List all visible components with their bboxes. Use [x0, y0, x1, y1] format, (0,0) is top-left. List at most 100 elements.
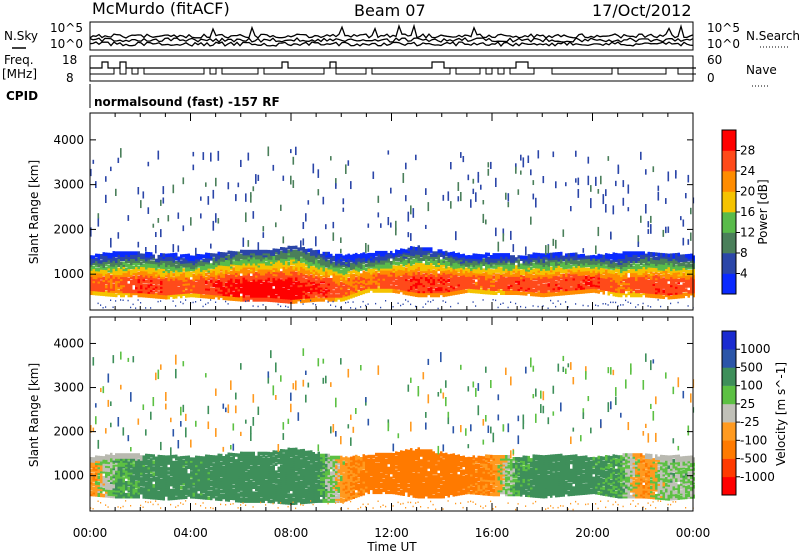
echo-cell	[107, 252, 110, 257]
echo-cell	[110, 261, 113, 265]
echo-cell	[607, 275, 610, 280]
scatter-cell	[497, 241, 500, 252]
echo-cell	[252, 269, 255, 274]
scatter-cell	[117, 157, 120, 164]
echo-cell	[480, 266, 483, 270]
echo-cell	[417, 281, 420, 286]
echo-cell	[185, 276, 188, 280]
echo-cell	[352, 265, 355, 270]
echo-cell	[207, 267, 210, 271]
near-range-cell	[567, 306, 569, 308]
echo-cell	[547, 258, 550, 263]
echo-cell	[407, 257, 410, 262]
echo-cell	[275, 254, 278, 259]
echo-cell	[532, 252, 535, 257]
echo-cell	[322, 255, 325, 260]
echo-cell	[247, 251, 250, 256]
echo-cell	[155, 272, 158, 277]
echo-cell	[645, 275, 648, 280]
echo-cell	[277, 275, 280, 279]
echo-cell	[457, 256, 460, 261]
echo-cell	[480, 254, 483, 258]
echo-cell	[420, 285, 423, 290]
echo-cell	[507, 285, 510, 289]
echo-cell	[320, 286, 323, 290]
echo-cell	[180, 260, 183, 264]
echo-cell	[555, 258, 558, 262]
echo-cell	[137, 281, 140, 286]
echo-cell	[407, 251, 410, 256]
echo-cell	[182, 280, 185, 284]
echo-cell	[387, 256, 390, 261]
echo-cell	[625, 275, 628, 280]
echo-cell	[522, 287, 525, 292]
echo-cell	[212, 289, 215, 294]
echo-cell	[645, 279, 648, 284]
echo-cell	[452, 255, 455, 260]
echo-cell	[460, 276, 463, 280]
echo-cell	[355, 267, 358, 271]
echo-cell	[297, 253, 300, 258]
echo-cell	[280, 297, 283, 301]
echo-cell	[260, 274, 263, 278]
echo-cell	[652, 268, 655, 272]
echo-cell	[197, 264, 200, 268]
echo-cell	[190, 259, 193, 264]
echo-cell	[435, 291, 438, 296]
echo-cell	[467, 259, 470, 263]
echo-cell	[530, 260, 533, 264]
echo-cell	[437, 283, 440, 288]
echo-cell	[542, 253, 545, 257]
scatter-cell	[307, 200, 310, 205]
near-range-cell	[195, 301, 197, 303]
echo-cell	[320, 269, 323, 274]
echo-cell	[415, 285, 418, 289]
echo-cell	[340, 294, 343, 298]
echo-cell	[302, 251, 305, 255]
echo-cell	[205, 276, 208, 281]
echo-cell	[317, 294, 320, 298]
echo-cell	[492, 279, 495, 283]
echo-cell	[485, 288, 488, 293]
echo-cell	[275, 270, 278, 275]
echo-cell	[332, 298, 335, 302]
scatter-cell	[490, 161, 492, 169]
echo-cell	[422, 263, 425, 267]
echo-cell	[630, 265, 633, 270]
echo-cell	[492, 287, 495, 291]
echo-cell	[572, 286, 575, 291]
echo-cell	[210, 295, 213, 299]
echo-cell	[267, 296, 270, 300]
echo-cell	[362, 290, 365, 295]
echo-cell	[385, 285, 388, 289]
echo-cell	[525, 261, 528, 266]
echo-cell	[397, 276, 400, 280]
echo-cell	[262, 276, 265, 280]
echo-cell	[342, 295, 345, 300]
echo-cell	[532, 290, 535, 295]
echo-cell	[645, 257, 648, 262]
echo-cell	[110, 289, 113, 293]
echo-cell	[427, 273, 430, 278]
echo-cell	[630, 293, 633, 298]
echo-cell	[230, 277, 233, 281]
echo-cell	[527, 290, 530, 294]
echo-cell	[127, 263, 130, 267]
echo-cell	[407, 263, 410, 268]
echo-cell	[387, 273, 390, 277]
echo-cell	[315, 268, 318, 272]
echo-cell	[375, 259, 378, 263]
echo-cell	[467, 257, 470, 261]
scatter-cell	[520, 154, 522, 161]
echo-cell	[402, 252, 405, 257]
echo-cell	[237, 251, 240, 256]
echo-cell	[595, 269, 598, 274]
echo-cell	[557, 272, 560, 276]
echo-cell	[530, 272, 533, 276]
echo-cell	[477, 280, 480, 284]
date-title: 17/Oct/2012	[592, 1, 692, 20]
echo-cell	[442, 257, 445, 261]
echo-cell	[130, 255, 133, 259]
echo-cell	[497, 269, 500, 273]
echo-cell	[267, 264, 270, 268]
